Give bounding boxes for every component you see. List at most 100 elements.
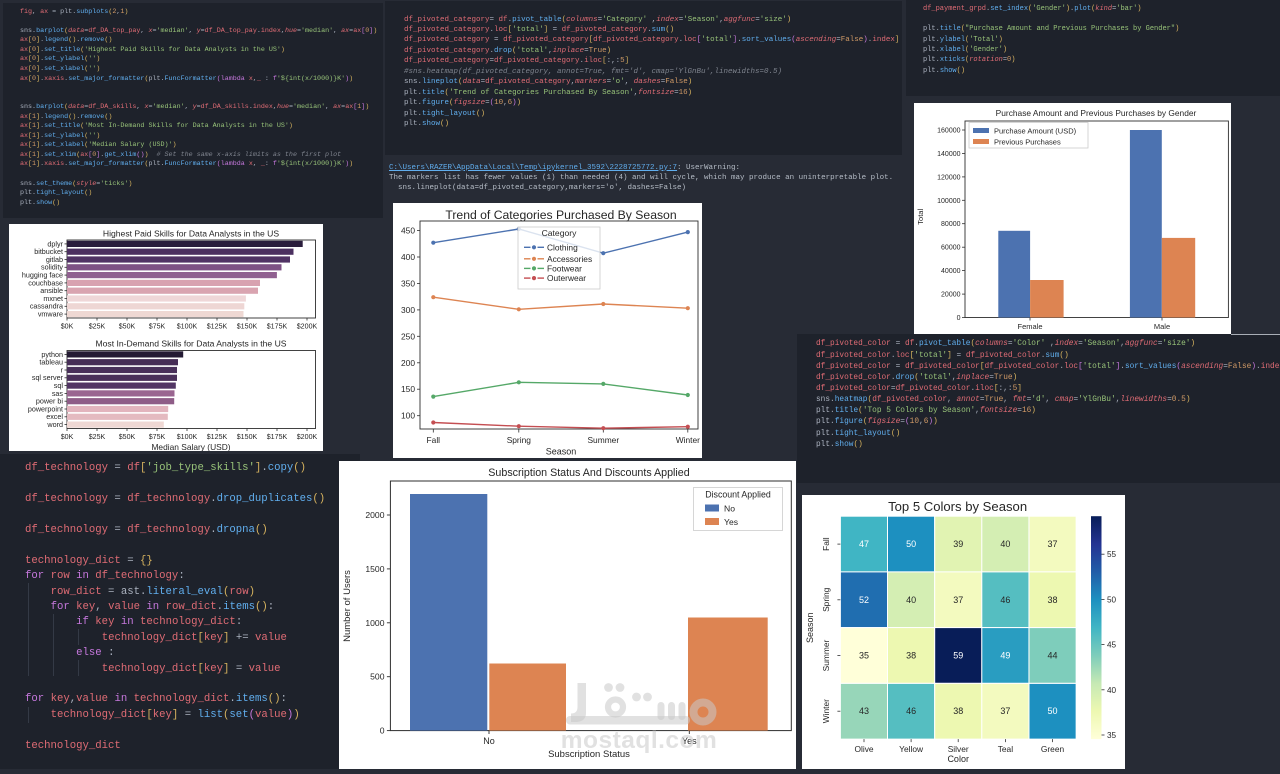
svg-text:dplyr: dplyr <box>47 239 63 248</box>
svg-text:40: 40 <box>1000 539 1010 549</box>
svg-text:Footwear: Footwear <box>547 263 582 273</box>
svg-text:Purchase Amount and Previous P: Purchase Amount and Previous Purchases b… <box>996 108 1197 118</box>
svg-text:1500: 1500 <box>365 564 384 574</box>
svg-text:400: 400 <box>401 252 415 262</box>
svg-text:couchbase: couchbase <box>28 278 63 287</box>
svg-text:35: 35 <box>859 651 869 661</box>
svg-text:38: 38 <box>906 651 916 661</box>
svg-text:r: r <box>61 365 64 374</box>
svg-text:44: 44 <box>1047 651 1057 661</box>
svg-text:Outerwear: Outerwear <box>547 273 586 283</box>
svg-text:46: 46 <box>1000 595 1010 605</box>
svg-text:$50K: $50K <box>119 323 136 331</box>
svg-text:160000: 160000 <box>937 128 960 135</box>
svg-text:excel: excel <box>46 412 63 421</box>
svg-text:Previous Purchases: Previous Purchases <box>994 138 1061 147</box>
svg-text:350: 350 <box>401 278 415 288</box>
svg-text:solidity: solidity <box>41 263 63 272</box>
svg-text:Discount Applied: Discount Applied <box>705 490 771 500</box>
svg-text:Trend of Categories Purchased: Trend of Categories Purchased By Season <box>445 208 676 222</box>
svg-text:$0K: $0K <box>61 323 74 331</box>
svg-text:500: 500 <box>370 672 385 682</box>
svg-text:Spring: Spring <box>507 435 532 445</box>
svg-text:$0K: $0K <box>61 433 74 441</box>
svg-text:gitlab: gitlab <box>46 255 63 264</box>
svg-text:mostaql.com: mostaql.com <box>561 727 718 754</box>
svg-text:43: 43 <box>859 706 869 716</box>
svg-text:37: 37 <box>1047 539 1057 549</box>
svg-text:40: 40 <box>906 595 916 605</box>
svg-text:$175K: $175K <box>267 323 288 331</box>
svg-text:$200K: $200K <box>297 323 318 331</box>
svg-text:Silver: Silver <box>948 744 969 754</box>
svg-text:35: 35 <box>1107 731 1117 740</box>
svg-text:cassandra: cassandra <box>30 302 63 311</box>
svg-text:Subscription Status: Subscription Status <box>548 749 630 760</box>
svg-text:2000: 2000 <box>365 510 384 520</box>
svg-text:powerpoint: powerpoint <box>28 404 63 413</box>
svg-text:59: 59 <box>953 651 963 661</box>
svg-text:Fall: Fall <box>821 537 831 551</box>
svg-text:Summer: Summer <box>821 639 831 671</box>
svg-text:$25K: $25K <box>89 323 106 331</box>
svg-text:Top 5 Colors by Season: Top 5 Colors by Season <box>888 499 1027 514</box>
svg-text:52: 52 <box>859 595 869 605</box>
svg-text:200: 200 <box>401 358 415 368</box>
svg-text:Color: Color <box>947 754 969 764</box>
svg-text:0: 0 <box>957 315 961 322</box>
svg-text:100000: 100000 <box>937 198 960 205</box>
svg-text:Male: Male <box>1154 322 1170 331</box>
svg-text:60000: 60000 <box>941 245 961 252</box>
svg-text:$150K: $150K <box>237 323 258 331</box>
svg-text:39: 39 <box>953 539 963 549</box>
svg-text:$175K: $175K <box>267 433 288 441</box>
svg-text:Winter: Winter <box>676 435 700 445</box>
svg-text:Most In-Demand Skills for Data: Most In-Demand Skills for Data Analysts … <box>95 339 286 349</box>
svg-text:power bi: power bi <box>36 397 64 406</box>
svg-text:Accessories: Accessories <box>547 254 592 264</box>
svg-text:$100K: $100K <box>177 433 198 441</box>
svg-text:tableau: tableau <box>39 358 63 367</box>
svg-text:sql server: sql server <box>32 373 64 382</box>
svg-text:50: 50 <box>1107 595 1117 604</box>
svg-text:Subscription Status And Discou: Subscription Status And Discounts Applie… <box>488 467 689 479</box>
svg-text:50: 50 <box>1047 706 1057 716</box>
svg-text:bitbucket: bitbucket <box>34 247 63 256</box>
svg-text:Yes: Yes <box>724 517 738 527</box>
svg-text:37: 37 <box>953 595 963 605</box>
svg-text:$50K: $50K <box>119 433 136 441</box>
svg-text:1000: 1000 <box>365 618 384 628</box>
svg-text:49: 49 <box>1000 651 1010 661</box>
svg-text:150: 150 <box>401 384 415 394</box>
svg-text:$100K: $100K <box>177 323 198 331</box>
svg-text:$200K: $200K <box>297 433 318 441</box>
svg-text:46: 46 <box>906 706 916 716</box>
svg-text:Total: Total <box>916 209 925 225</box>
svg-text:Fall: Fall <box>427 435 441 445</box>
svg-text:38: 38 <box>953 706 963 716</box>
svg-text:Number of Users: Number of Users <box>342 570 353 642</box>
svg-text:120000: 120000 <box>937 174 960 181</box>
svg-text:55: 55 <box>1107 550 1117 559</box>
svg-text:sas: sas <box>52 389 64 398</box>
svg-text:40000: 40000 <box>941 268 961 275</box>
svg-text:hugging face: hugging face <box>22 271 63 280</box>
svg-text:Winter: Winter <box>821 699 831 723</box>
svg-text:47: 47 <box>859 539 869 549</box>
svg-text:word: word <box>46 420 63 429</box>
svg-text:300: 300 <box>401 305 415 315</box>
svg-text:Yes: Yes <box>682 736 697 746</box>
svg-text:0: 0 <box>380 726 385 736</box>
svg-text:Green: Green <box>1041 744 1065 754</box>
svg-text:80000: 80000 <box>941 221 961 228</box>
svg-text:Median Salary (USD): Median Salary (USD) <box>151 442 230 451</box>
svg-text:Female: Female <box>1017 322 1042 331</box>
svg-text:100: 100 <box>401 411 415 421</box>
svg-text:20000: 20000 <box>941 292 961 299</box>
svg-text:38: 38 <box>1047 595 1057 605</box>
svg-text:Olive: Olive <box>854 744 873 754</box>
svg-text:Teal: Teal <box>998 744 1014 754</box>
svg-text:Season: Season <box>805 612 815 643</box>
svg-text:Yellow: Yellow <box>899 744 924 754</box>
svg-text:40: 40 <box>1107 686 1117 695</box>
